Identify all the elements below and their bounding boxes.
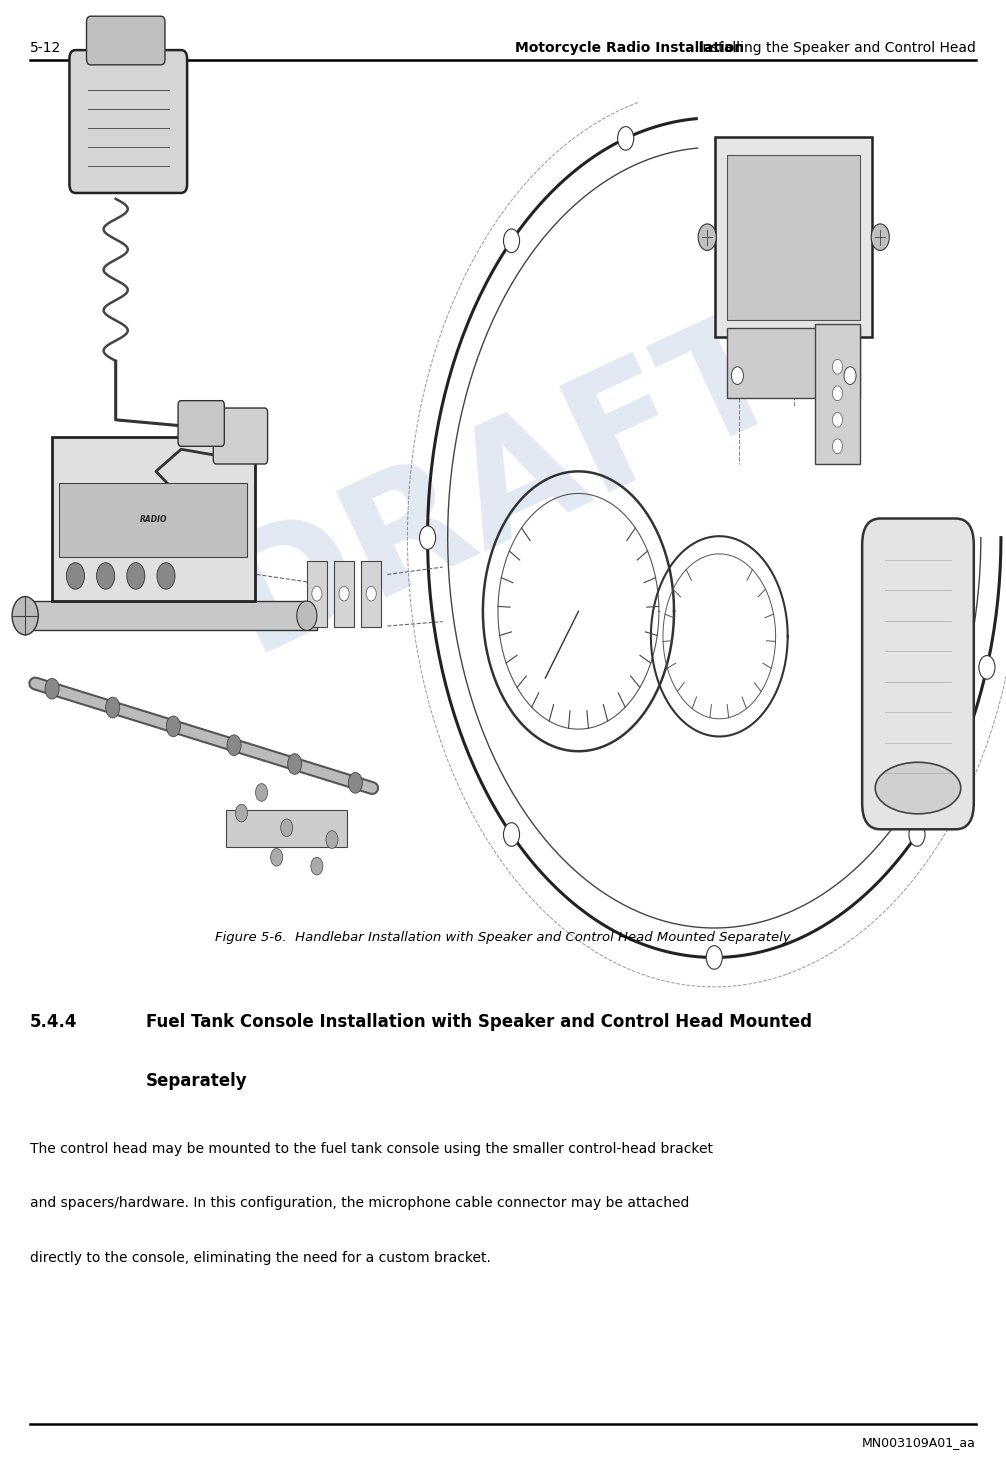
Circle shape xyxy=(420,526,436,549)
Ellipse shape xyxy=(875,763,961,813)
Circle shape xyxy=(297,601,317,630)
Circle shape xyxy=(66,563,85,589)
Circle shape xyxy=(731,367,743,384)
Circle shape xyxy=(106,697,120,717)
FancyBboxPatch shape xyxy=(69,50,187,193)
Bar xyxy=(334,561,354,627)
FancyBboxPatch shape xyxy=(862,518,974,829)
Bar xyxy=(815,324,860,464)
Text: directly to the console, eliminating the need for a custom bracket.: directly to the console, eliminating the… xyxy=(30,1251,491,1265)
Circle shape xyxy=(503,823,519,847)
Circle shape xyxy=(127,563,145,589)
Circle shape xyxy=(706,946,722,969)
Bar xyxy=(30,74,976,906)
FancyBboxPatch shape xyxy=(87,16,165,65)
Circle shape xyxy=(844,367,856,384)
Circle shape xyxy=(227,735,241,756)
Circle shape xyxy=(871,224,889,250)
FancyBboxPatch shape xyxy=(178,401,224,446)
FancyBboxPatch shape xyxy=(715,137,872,337)
Circle shape xyxy=(235,804,247,822)
Text: The control head may be mounted to the fuel tank console using the smaller contr: The control head may be mounted to the f… xyxy=(30,1142,713,1156)
Text: 5-12: 5-12 xyxy=(30,41,61,56)
Bar xyxy=(727,328,860,398)
Circle shape xyxy=(832,359,842,374)
Circle shape xyxy=(832,386,842,401)
Circle shape xyxy=(157,563,175,589)
Text: Fuel Tank Console Installation with Speaker and Control Head Mounted: Fuel Tank Console Installation with Spea… xyxy=(146,1013,812,1031)
Circle shape xyxy=(832,439,842,454)
Text: 5.4.4: 5.4.4 xyxy=(30,1013,77,1031)
Text: Motorcycle Radio Installation: Motorcycle Radio Installation xyxy=(515,41,744,56)
Circle shape xyxy=(271,848,283,866)
Circle shape xyxy=(832,412,842,427)
Text: Separately: Separately xyxy=(146,1072,247,1090)
Circle shape xyxy=(618,127,634,150)
Circle shape xyxy=(698,224,716,250)
Circle shape xyxy=(312,586,322,601)
Text: and spacers/hardware. In this configuration, the microphone cable connector may : and spacers/hardware. In this configurat… xyxy=(30,1196,689,1211)
Circle shape xyxy=(909,823,926,847)
Circle shape xyxy=(311,857,323,875)
Circle shape xyxy=(256,784,268,801)
Circle shape xyxy=(281,819,293,837)
Text: RADIO: RADIO xyxy=(140,516,167,524)
Circle shape xyxy=(288,754,302,775)
Circle shape xyxy=(45,679,59,700)
Text: Installing the Speaker and Control Head: Installing the Speaker and Control Head xyxy=(694,41,976,56)
Bar xyxy=(307,561,327,627)
Circle shape xyxy=(503,228,519,252)
Bar xyxy=(226,810,347,847)
Circle shape xyxy=(339,586,349,601)
Circle shape xyxy=(12,597,38,635)
FancyBboxPatch shape xyxy=(52,437,255,601)
Text: DRAFT: DRAFT xyxy=(199,290,807,682)
Bar xyxy=(361,561,381,627)
Circle shape xyxy=(97,563,115,589)
FancyBboxPatch shape xyxy=(213,408,268,464)
FancyBboxPatch shape xyxy=(59,483,247,557)
Circle shape xyxy=(366,586,376,601)
Circle shape xyxy=(979,655,995,679)
FancyBboxPatch shape xyxy=(727,155,860,320)
Bar xyxy=(20,601,317,630)
Circle shape xyxy=(348,772,362,792)
Text: MN003109A01_aa: MN003109A01_aa xyxy=(862,1436,976,1449)
Circle shape xyxy=(326,831,338,848)
Text: Figure 5-6.  Handlebar Installation with Speaker and Control Head Mounted Separa: Figure 5-6. Handlebar Installation with … xyxy=(215,931,791,944)
Circle shape xyxy=(166,716,180,736)
